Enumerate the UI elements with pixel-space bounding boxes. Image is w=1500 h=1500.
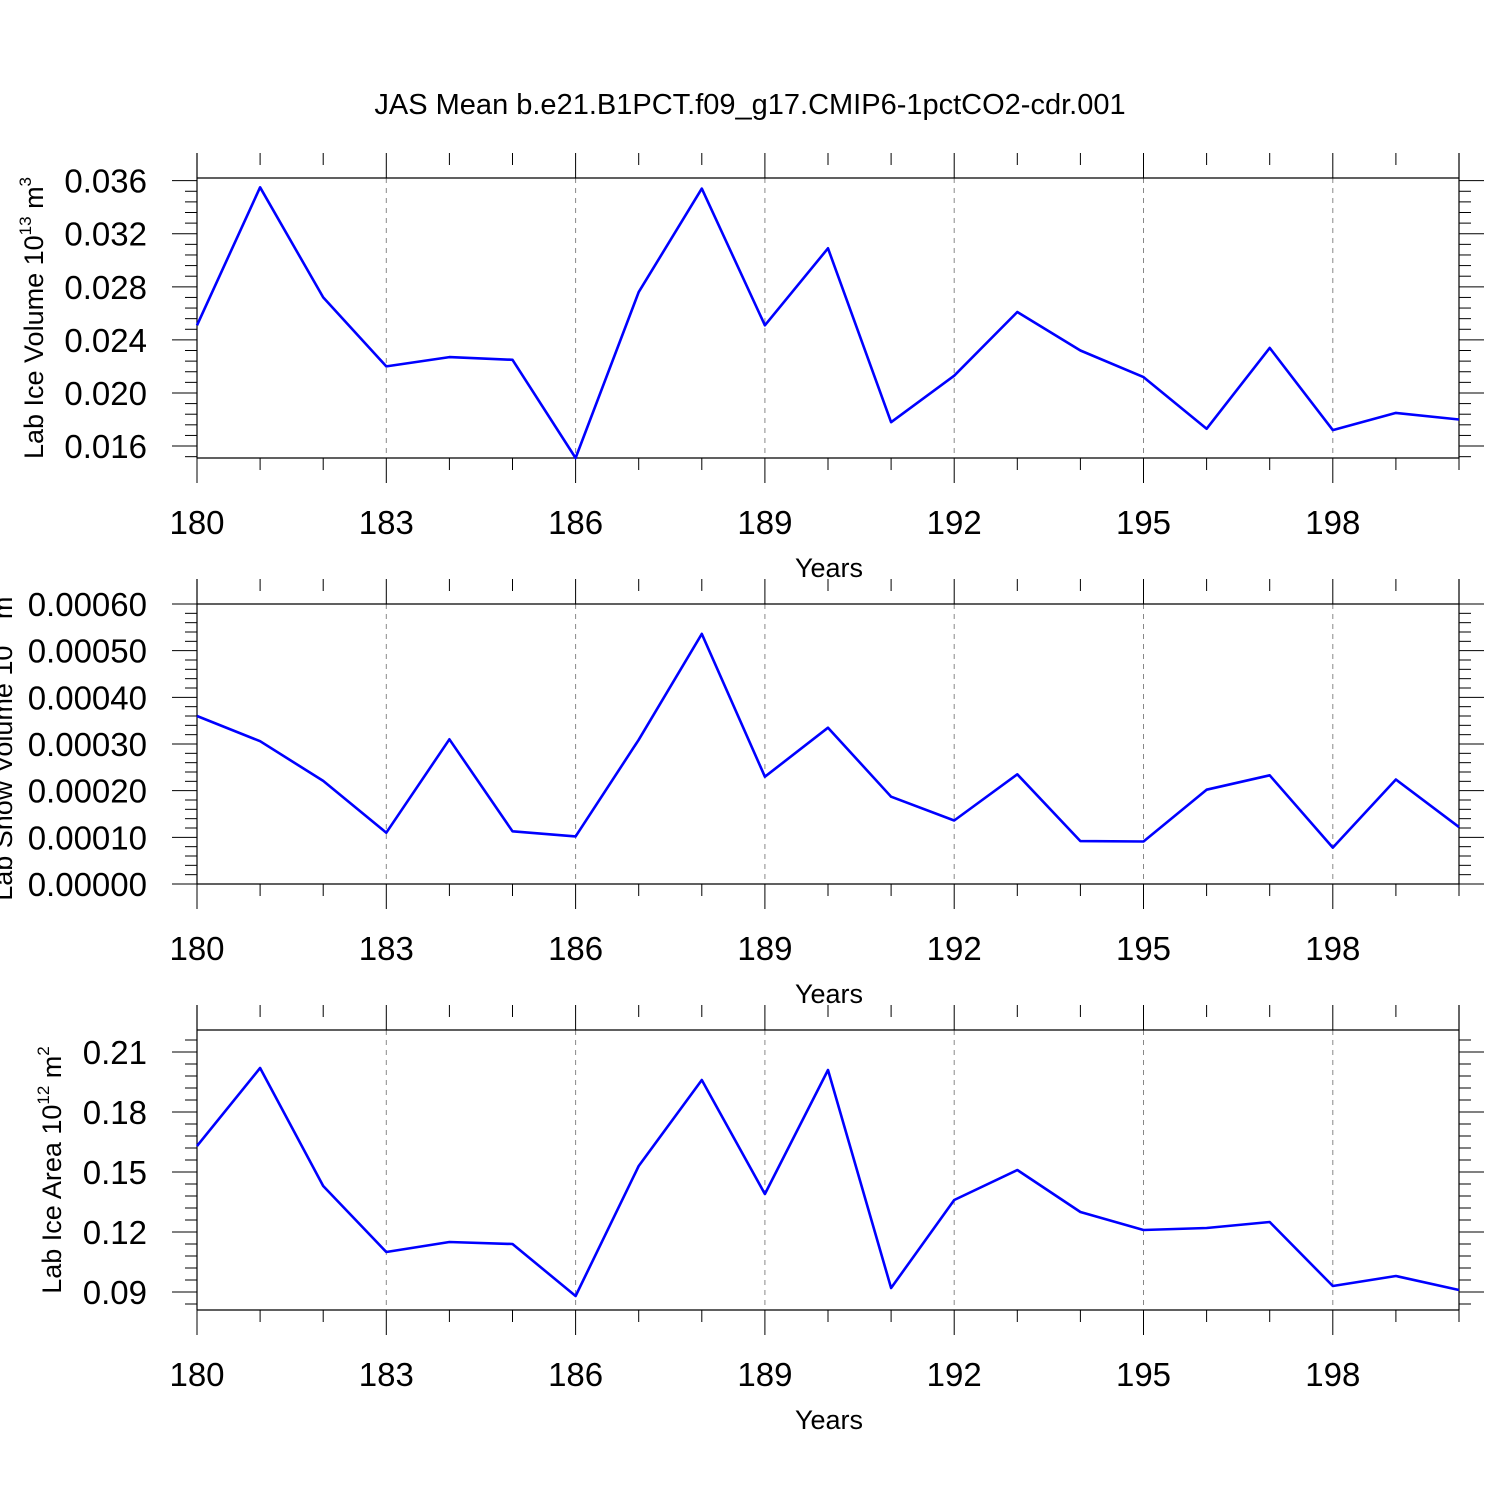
panel-snow-volume: Lab Snow Volume 1013 m3 Years 180 183 186 1… <box>0 579 1484 1009</box>
x-tick-label: 189 <box>737 930 792 967</box>
x-tick-label: 192 <box>927 1356 982 1393</box>
y-tick-label: 0.00040 <box>28 679 147 716</box>
x-tick-label: 183 <box>359 930 414 967</box>
x-tick-label: 195 <box>1116 1356 1171 1393</box>
x-tick-label: 192 <box>927 504 982 541</box>
x-axis-label: Years <box>795 1405 863 1435</box>
x-tick-label: 195 <box>1116 930 1171 967</box>
y-tick-label: 0.00020 <box>28 773 147 810</box>
y-tick-label: 0.00030 <box>28 726 147 763</box>
x-tick-label: 198 <box>1305 504 1360 541</box>
y-tick-label: 0.00010 <box>28 819 147 856</box>
x-tick-label: 183 <box>359 1356 414 1393</box>
y-tick-label: 0.09 <box>83 1274 147 1311</box>
x-tick-label: 186 <box>548 1356 603 1393</box>
x-tick-label: 189 <box>737 1356 792 1393</box>
y-tick-label: 0.21 <box>83 1034 147 1071</box>
x-tick-label: 186 <box>548 930 603 967</box>
y-tick-label: 0.032 <box>64 216 147 253</box>
y-tick-label: 0.036 <box>64 163 147 200</box>
x-tick-label: 186 <box>548 504 603 541</box>
y-tick-label: 0.18 <box>83 1094 147 1131</box>
y-tick-label: 0.15 <box>83 1154 147 1191</box>
x-tick-label: 198 <box>1305 930 1360 967</box>
y-tick-label: 0.028 <box>64 269 147 306</box>
x-tick-label: 192 <box>927 930 982 967</box>
series-line <box>195 1066 1460 1298</box>
x-tick-label: 180 <box>169 504 224 541</box>
x-tick-label: 183 <box>359 504 414 541</box>
x-tick-label: 195 <box>1116 504 1171 541</box>
y-tick-label: 0.00050 <box>28 633 147 670</box>
x-axis-label: Years <box>795 979 863 1009</box>
x-axis-label: Years <box>795 553 863 583</box>
y-tick-label: 0.016 <box>64 428 147 465</box>
y-axis-label: Lab Ice Area 1012 m2 <box>34 1046 67 1294</box>
series-line <box>196 632 1460 849</box>
x-tick-label: 198 <box>1305 1356 1360 1393</box>
y-tick-label: 0.00060 <box>28 586 147 623</box>
x-tick-label: 180 <box>169 930 224 967</box>
y-axis-label: Lab Ice Volume 1013 m3 <box>16 177 49 459</box>
panel-ice-area: Lab Ice Area 1012 m2 Years 180 183 186 189 1… <box>34 1005 1484 1435</box>
y-tick-label: 0.024 <box>64 322 147 359</box>
chart-title: JAS Mean b.e21.B1PCT.f09_g17.CMIP6-1pctC… <box>374 89 1125 121</box>
panel-ice-volume: Lab Ice Volume 1013 m3 Years 180 183 186 18… <box>16 153 1484 583</box>
y-tick-label: 0.12 <box>83 1214 147 1251</box>
y-axis-label: Lab Snow Volume 1013 m3 <box>0 587 18 901</box>
x-tick-label: 180 <box>169 1356 224 1393</box>
y-tick-label: 0.020 <box>64 375 147 412</box>
y-tick-label: 0.00000 <box>28 866 147 903</box>
series-line <box>195 186 1460 460</box>
x-tick-label: 189 <box>737 504 792 541</box>
